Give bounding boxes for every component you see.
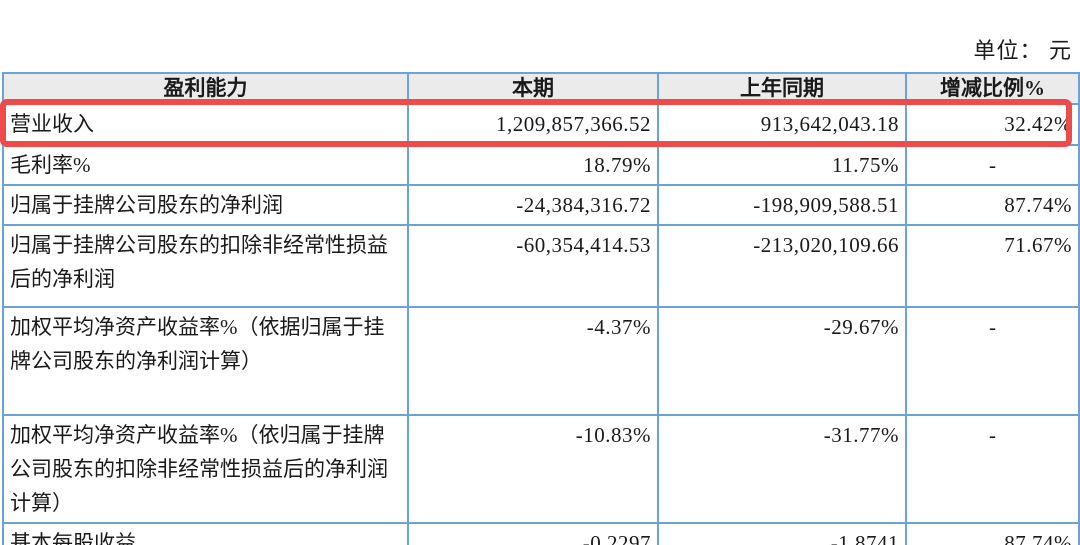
table-row-operating-revenue: 营业收入 1,209,857,366.52 913,642,043.18 32.… [2, 103, 1080, 146]
row-label: 毛利率% [2, 144, 409, 186]
row-change-value: - [905, 414, 1080, 524]
row-label: 归属于挂牌公司股东的净利润 [2, 184, 409, 226]
profitability-table: 盈利能力 本期 上年同期 增减比例% 营业收入 1,209,857,366.52… [2, 72, 1080, 545]
row-change-value: 87.74% [905, 184, 1080, 226]
table-row-net-profit-excl-nonrecurring: 归属于挂牌公司股东的扣除非经常性损益后的净利润 -60,354,414.53 -… [2, 224, 1080, 308]
table-row-basic-eps: 基本每股收益 -0.2297 -1.8741 87.74% [2, 522, 1080, 545]
row-current-value: -0.2297 [407, 522, 659, 545]
table-row-weighted-avg-roe-excl-nonrecurring: 加权平均净资产收益率%（依归属于挂牌公司股东的扣除非经常性损益后的净利润计算） … [2, 414, 1080, 524]
header-change-ratio: 增减比例% [905, 72, 1080, 105]
row-change-value: 32.42% [905, 103, 1080, 146]
row-prior-value: 11.75% [657, 144, 907, 186]
row-current-value: -24,384,316.72 [407, 184, 659, 226]
row-label: 加权平均净资产收益率%（依归属于挂牌公司股东的扣除非经常性损益后的净利润计算） [2, 414, 409, 524]
row-label: 加权平均净资产收益率%（依据归属于挂牌公司股东的净利润计算） [2, 306, 409, 416]
row-change-value: - [905, 306, 1080, 416]
row-prior-value: -29.67% [657, 306, 907, 416]
table-row-weighted-avg-roe: 加权平均净资产收益率%（依据归属于挂牌公司股东的净利润计算） -4.37% -2… [2, 306, 1080, 416]
header-capability: 盈利能力 [2, 72, 409, 105]
row-prior-value: 913,642,043.18 [657, 103, 907, 146]
row-change-value: - [905, 144, 1080, 186]
unit-label: 单位： 元 [973, 38, 1072, 63]
row-current-value: -60,354,414.53 [407, 224, 659, 308]
row-prior-value: -1.8741 [657, 522, 907, 545]
row-change-value: 87.74% [905, 522, 1080, 545]
row-label: 营业收入 [2, 103, 409, 146]
row-change-value: 71.67% [905, 224, 1080, 308]
row-current-value: -10.83% [407, 414, 659, 524]
row-prior-value: -31.77% [657, 414, 907, 524]
header-current-period: 本期 [407, 72, 659, 105]
row-current-value: 1,209,857,366.52 [407, 103, 659, 146]
table-row-net-profit: 归属于挂牌公司股东的净利润 -24,384,316.72 -198,909,58… [2, 184, 1080, 226]
header-prior-period: 上年同期 [657, 72, 907, 105]
row-prior-value: -213,020,109.66 [657, 224, 907, 308]
table-header-row: 盈利能力 本期 上年同期 增减比例% [2, 72, 1080, 105]
row-label: 基本每股收益 [2, 522, 409, 545]
table-row-gross-margin: 毛利率% 18.79% 11.75% - [2, 144, 1080, 186]
row-current-value: 18.79% [407, 144, 659, 186]
row-prior-value: -198,909,588.51 [657, 184, 907, 226]
row-current-value: -4.37% [407, 306, 659, 416]
row-label: 归属于挂牌公司股东的扣除非经常性损益后的净利润 [2, 224, 409, 308]
